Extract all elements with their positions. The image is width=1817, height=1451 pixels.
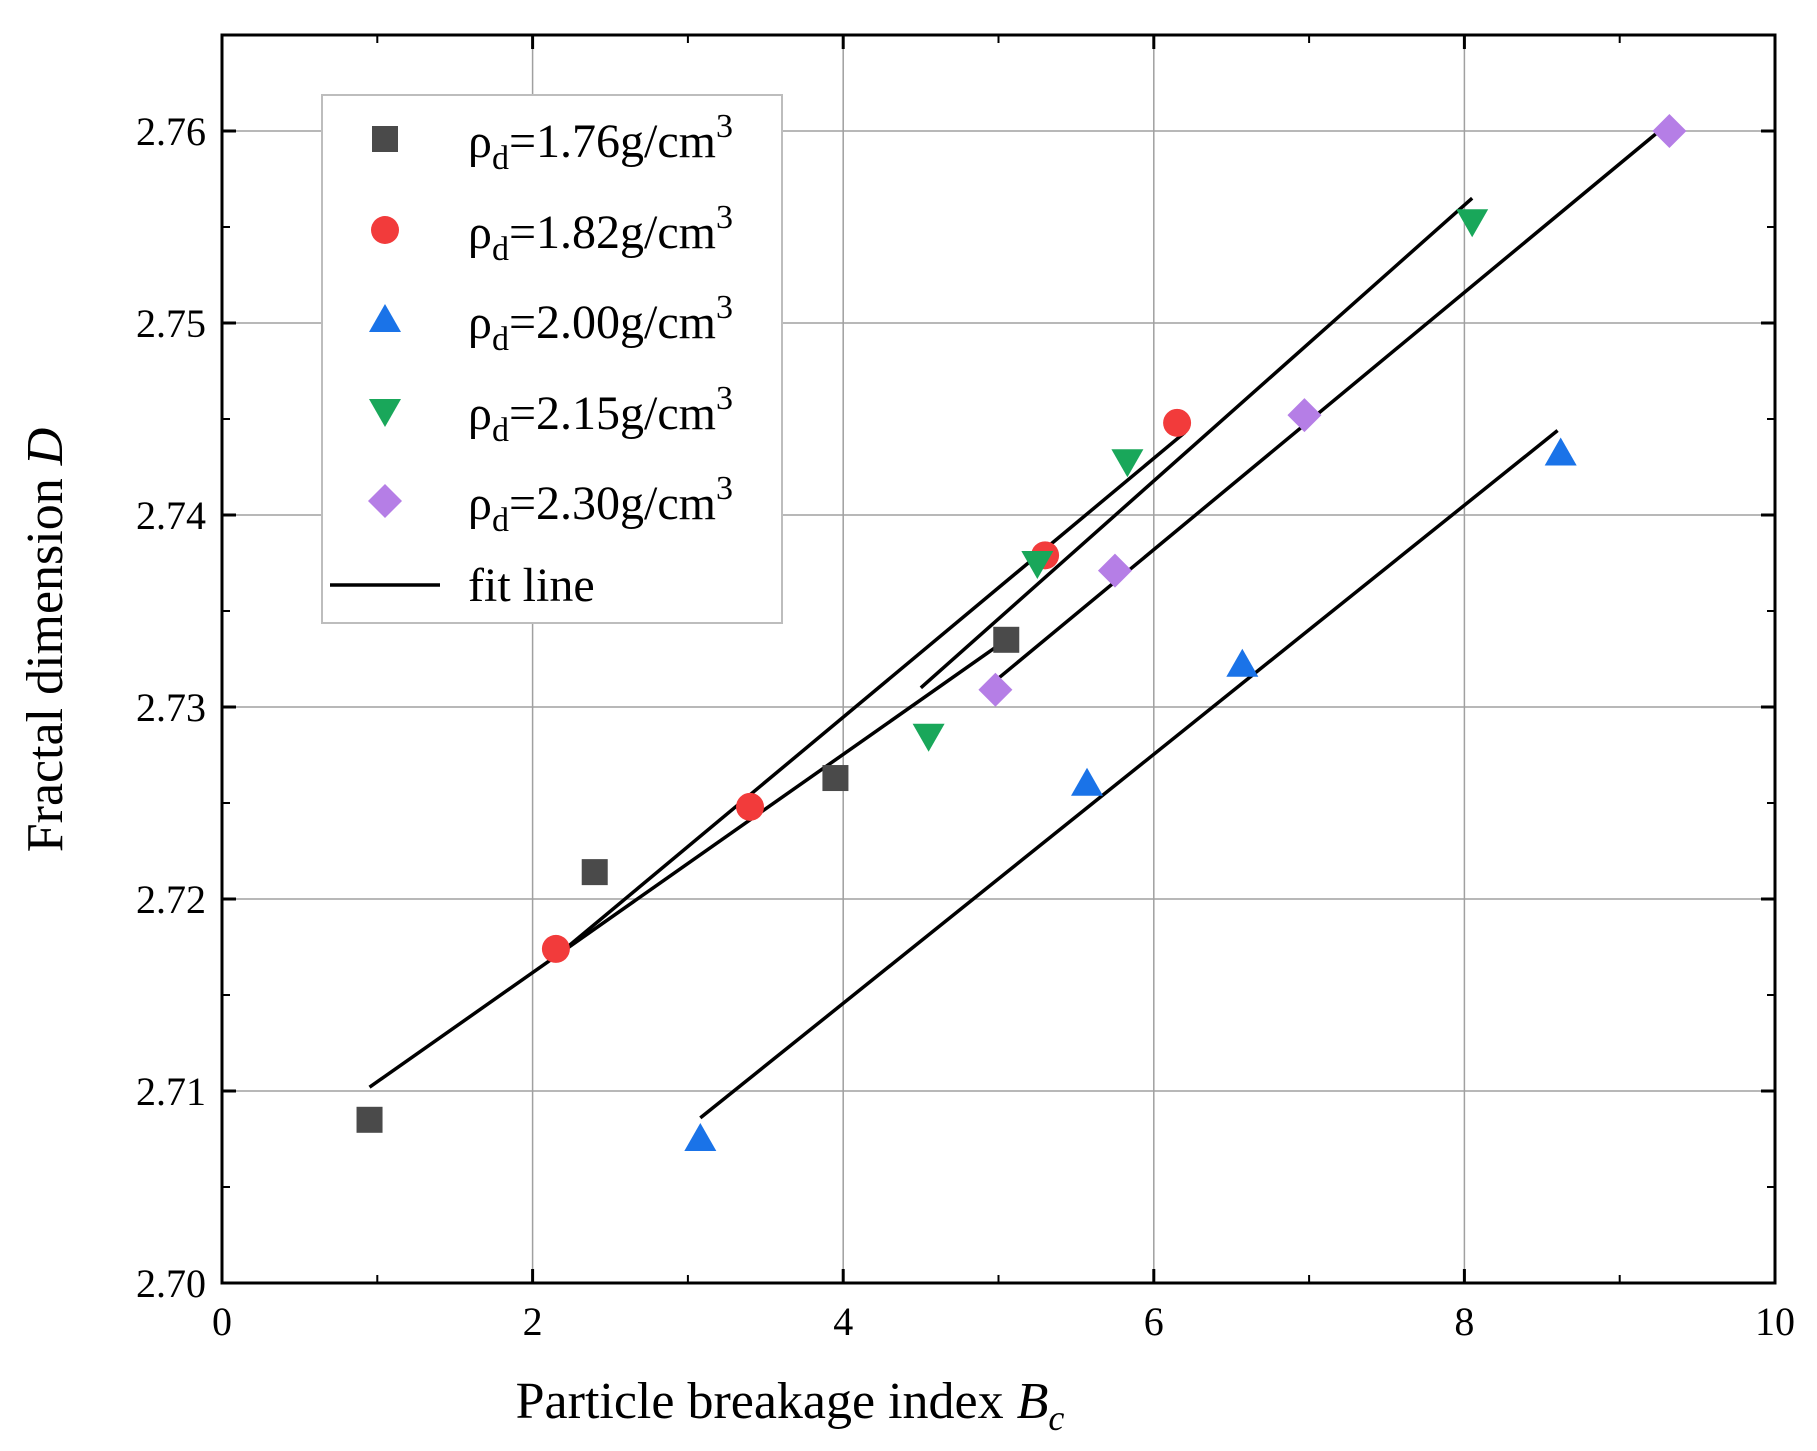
x-tick-label: 0	[212, 1299, 232, 1344]
legend-label: ρd=2.00g/cm3	[468, 289, 733, 358]
legend-marker	[368, 484, 402, 518]
fit-line	[919, 196, 1474, 690]
data-point	[912, 723, 945, 752]
fit-lines	[368, 123, 1668, 1120]
legend-marker	[372, 126, 398, 152]
legend-marker	[369, 399, 401, 427]
data-point	[1071, 767, 1104, 796]
y-tick-label: 2.70	[136, 1261, 206, 1306]
legend-label: ρd=1.76g/cm3	[468, 108, 733, 177]
data-points	[356, 114, 1687, 1151]
data-point	[1544, 437, 1577, 466]
data-point	[1163, 408, 1192, 437]
data-point	[1097, 553, 1132, 588]
x-tick-label: 10	[1755, 1299, 1795, 1344]
fit-line	[699, 429, 1559, 1120]
data-point	[978, 672, 1013, 707]
x-tick-label: 4	[833, 1299, 853, 1344]
grid	[222, 35, 1775, 1283]
data-point	[1456, 209, 1489, 238]
legend-box	[321, 94, 783, 624]
ticks: 0 2 4 6 8 10 2.70 2.71 2.72 2.73 2.74 2.75 2.76	[136, 34, 1795, 1344]
x-tick-label: 2	[523, 1299, 543, 1344]
legend-marker	[371, 216, 399, 244]
legend: ρd=1.76g/cm3 ρd=1.82g/cm3 ρd=2.00g/cm3 ρd=2…	[321, 94, 783, 624]
x-tick-label: 8	[1454, 1299, 1474, 1344]
data-point	[356, 1106, 383, 1133]
y-axis-title: Fractal dimension D	[17, 428, 74, 853]
fit-line	[368, 638, 1008, 1089]
x-axis-title: Particle breakage index Bc	[516, 1373, 1065, 1438]
data-point	[736, 792, 765, 821]
data-point	[581, 859, 608, 886]
y-tick-label: 2.73	[136, 685, 206, 730]
y-tick-label: 2.71	[136, 1069, 206, 1114]
legend-label: ρd=1.82g/cm3	[468, 199, 733, 268]
y-tick-label: 2.72	[136, 877, 206, 922]
legend-label: ρd=2.30g/cm3	[468, 470, 733, 539]
data-point	[1287, 398, 1322, 433]
legend-marker	[369, 304, 401, 332]
y-tick-label: 2.74	[136, 493, 206, 538]
data-point	[541, 934, 570, 963]
y-tick-label: 2.75	[136, 301, 206, 346]
y-tick-label: 2.76	[136, 109, 206, 154]
legend-fit-label: fit line	[468, 559, 595, 612]
data-point	[1111, 449, 1144, 478]
data-point	[1226, 648, 1259, 677]
data-point	[1652, 114, 1687, 148]
data-point	[1021, 551, 1054, 579]
legend-label: ρd=2.15g/cm3	[468, 380, 733, 449]
data-point	[993, 626, 1020, 653]
data-point	[822, 765, 849, 792]
fit-line	[554, 431, 1186, 958]
fit-line	[997, 123, 1668, 680]
x-tick-label: 6	[1144, 1299, 1164, 1344]
data-point	[684, 1123, 717, 1151]
